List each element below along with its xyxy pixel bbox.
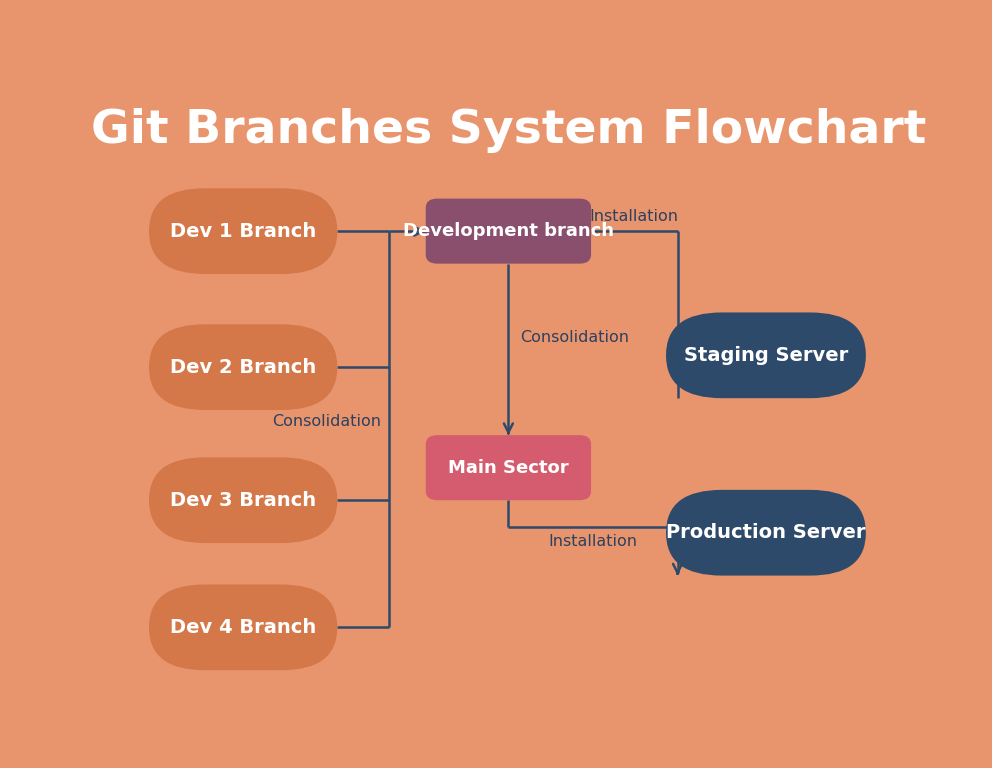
FancyBboxPatch shape	[149, 188, 337, 274]
FancyBboxPatch shape	[666, 490, 866, 575]
Text: Production Server: Production Server	[667, 523, 866, 542]
FancyBboxPatch shape	[149, 584, 337, 670]
Text: Consolidation: Consolidation	[520, 330, 629, 345]
Text: Dev 2 Branch: Dev 2 Branch	[170, 358, 316, 376]
Text: Main Sector: Main Sector	[448, 458, 568, 477]
Text: Staging Server: Staging Server	[683, 346, 848, 365]
FancyBboxPatch shape	[426, 199, 591, 263]
Text: Dev 1 Branch: Dev 1 Branch	[170, 222, 316, 240]
FancyBboxPatch shape	[666, 313, 866, 398]
FancyBboxPatch shape	[149, 324, 337, 410]
Text: Installation: Installation	[549, 534, 638, 549]
Text: Installation: Installation	[590, 209, 679, 224]
Text: Dev 3 Branch: Dev 3 Branch	[170, 491, 316, 510]
Text: Dev 4 Branch: Dev 4 Branch	[170, 617, 316, 637]
FancyBboxPatch shape	[149, 457, 337, 543]
Text: Consolidation: Consolidation	[273, 415, 382, 429]
Text: Git Branches System Flowchart: Git Branches System Flowchart	[90, 108, 927, 153]
Text: Development branch: Development branch	[403, 222, 614, 240]
FancyBboxPatch shape	[426, 435, 591, 500]
